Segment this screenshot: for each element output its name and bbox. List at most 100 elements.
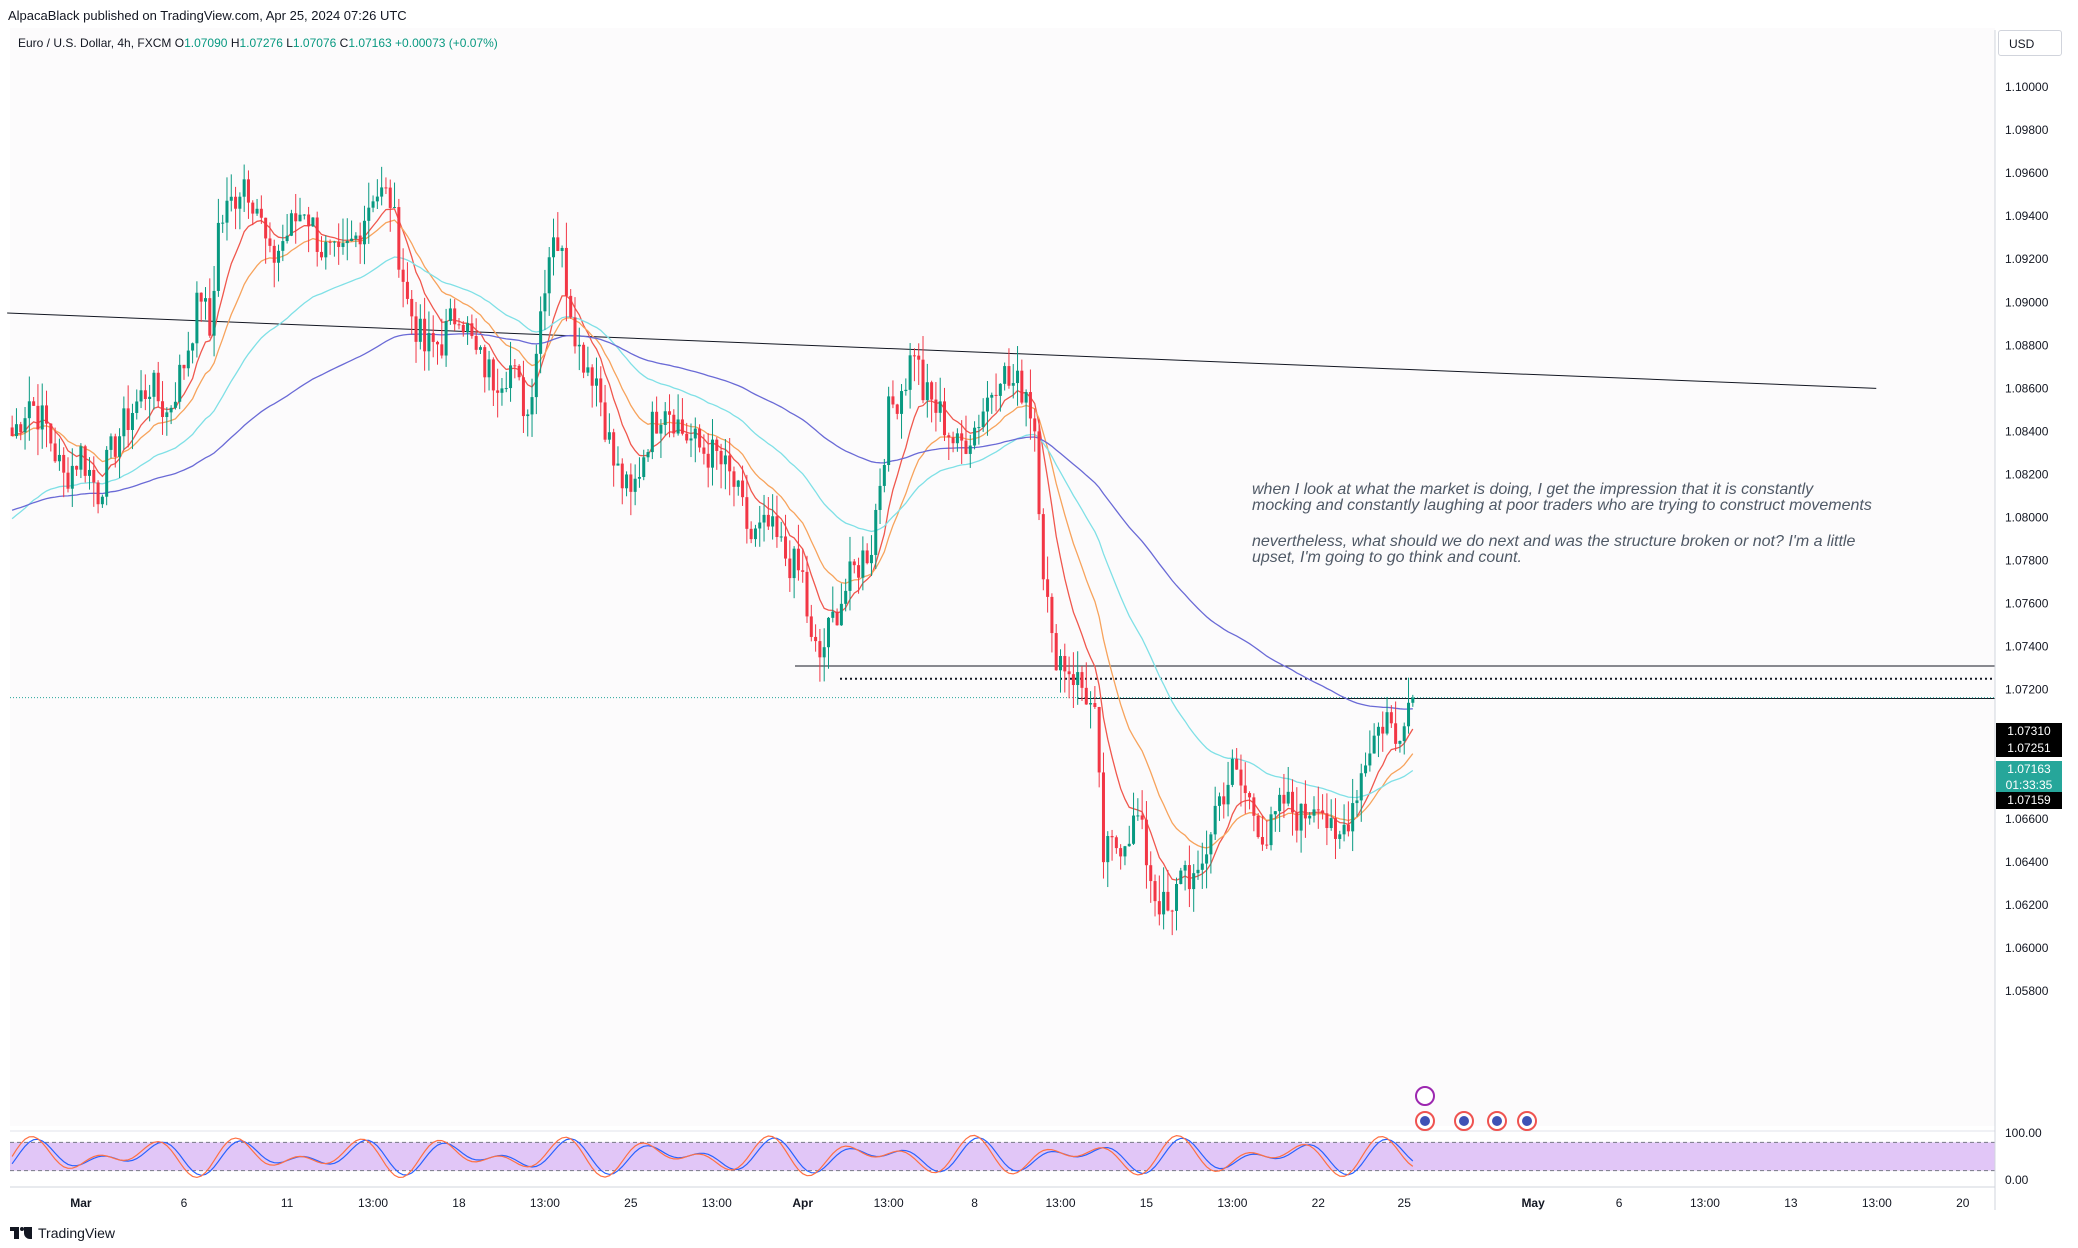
candle-body — [255, 208, 259, 214]
candle-body — [539, 311, 543, 354]
candle-body — [779, 536, 783, 538]
candle-body — [839, 603, 843, 626]
candle-body — [1162, 891, 1166, 915]
candle-body — [887, 396, 891, 466]
time-tick-label: 18 — [452, 1196, 466, 1210]
candle-body — [698, 428, 702, 448]
candle-body — [775, 516, 779, 538]
text-annotation[interactable]: when I look at what the market is doing,… — [1252, 482, 1872, 586]
candle-body — [367, 207, 371, 221]
candle-body — [685, 433, 689, 441]
candle-body — [1024, 392, 1028, 403]
price-tick-label: 1.09200 — [2005, 252, 2049, 266]
candle-body — [294, 213, 298, 222]
candle-body — [491, 359, 495, 391]
candle-body — [758, 522, 762, 529]
candle-body — [680, 419, 684, 434]
tradingview-logo[interactable]: TradingView — [10, 1225, 115, 1241]
candle-body — [1097, 706, 1101, 773]
candle-body — [994, 394, 998, 396]
event-markers — [1415, 1086, 1537, 1131]
moving-averages — [11, 208, 1414, 881]
candle-body — [1338, 834, 1342, 839]
candle-body — [105, 449, 109, 497]
candle-body — [732, 471, 736, 487]
candle-body — [109, 436, 113, 450]
candle-body — [1209, 834, 1213, 855]
time-tick-label: 25 — [624, 1196, 638, 1210]
candle-body — [453, 308, 457, 325]
candle-body — [1205, 854, 1209, 864]
candle-body — [985, 397, 989, 412]
candle-body — [242, 179, 246, 197]
event-flag-icon — [1522, 1116, 1532, 1126]
candle-body — [10, 427, 14, 437]
candle-body — [1407, 702, 1411, 727]
candle-body — [1389, 712, 1393, 724]
candle-body — [805, 571, 809, 617]
price-tick-label: 1.08400 — [2005, 424, 2049, 438]
candle-body — [1119, 848, 1123, 857]
candle-body — [1080, 672, 1084, 688]
candle-body — [612, 432, 616, 466]
candle-body — [1248, 793, 1252, 798]
candle-body — [208, 298, 212, 336]
rsi-signal-line — [11, 1137, 1414, 1176]
candle-body — [534, 353, 538, 398]
candle-body — [470, 323, 474, 337]
chart-area[interactable] — [10, 28, 1995, 1126]
candle-body — [517, 365, 521, 378]
candle-body — [1041, 514, 1045, 580]
publish-header — [0, 0, 2078, 32]
candle-body — [139, 390, 143, 402]
candle-body — [921, 359, 925, 401]
currency-button[interactable]: USD — [1998, 30, 2062, 56]
time-tick-label: 13:00 — [702, 1196, 732, 1210]
candle-body — [521, 377, 525, 417]
candle-body — [384, 187, 388, 189]
candle-body — [251, 202, 255, 214]
candle-body — [784, 536, 788, 559]
candle-body — [1342, 824, 1346, 835]
candle-body — [1200, 863, 1204, 870]
candle-body — [741, 480, 745, 498]
time-tick-label: 13 — [1784, 1196, 1798, 1210]
candle-body — [891, 396, 895, 405]
price-tick-label: 1.09400 — [2005, 209, 2049, 223]
candle-body — [1230, 758, 1234, 785]
candle-body — [1050, 596, 1054, 634]
candle-body — [745, 497, 749, 529]
symbol-name: Euro / U.S. Dollar, 4h, FXCM — [18, 36, 172, 50]
candle-body — [45, 405, 49, 424]
candle-body — [964, 440, 968, 454]
candle-body — [1398, 740, 1402, 744]
time-tick-label: Apr — [792, 1196, 813, 1210]
candle-body — [509, 365, 513, 389]
symbol-legend[interactable]: Euro / U.S. Dollar, 4h, FXCM O1.07090 H1… — [18, 36, 498, 50]
candle-body — [569, 295, 573, 318]
candle-body — [1316, 809, 1320, 811]
candle-body — [543, 293, 547, 312]
candle-body — [1321, 810, 1325, 814]
price-tick-label: 1.07400 — [2005, 640, 2049, 654]
candle-body — [594, 378, 598, 386]
candle-body — [900, 391, 904, 414]
candle-body — [27, 401, 31, 419]
price-tick-label: 1.08800 — [2005, 338, 2049, 352]
candle-body — [1179, 870, 1183, 884]
candle-body — [934, 399, 938, 413]
event-flag-icon — [1420, 1091, 1430, 1101]
candle-body — [668, 411, 672, 415]
candle-body — [1136, 815, 1140, 817]
candle-body — [582, 344, 586, 373]
candle-body — [547, 257, 551, 294]
candle-body — [560, 247, 564, 251]
candle-body — [23, 418, 27, 433]
price-tick-label: 1.07600 — [2005, 597, 2049, 611]
candle-body — [947, 435, 951, 438]
candle-body — [324, 241, 328, 258]
candle-body — [328, 241, 332, 243]
level-label-high: 1.07310 — [1996, 723, 2062, 740]
price-tick-label: 1.06000 — [2005, 941, 2049, 955]
